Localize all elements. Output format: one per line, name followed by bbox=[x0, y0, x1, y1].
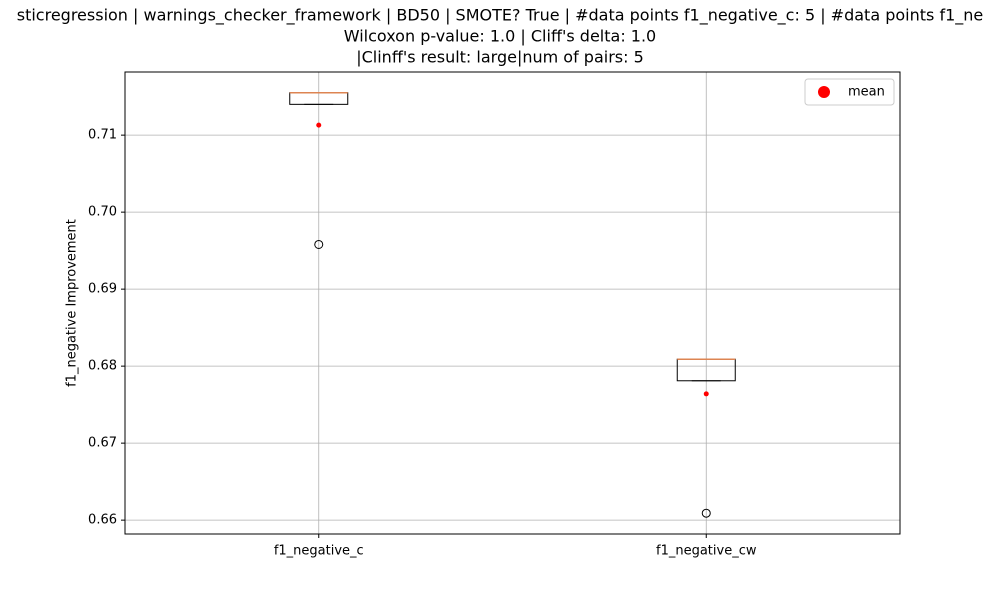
x-tick-label: f1_negative_cw bbox=[656, 544, 757, 559]
legend-marker bbox=[818, 86, 830, 98]
title-line: sticregression | warnings_checker_framew… bbox=[17, 6, 983, 26]
mean-marker bbox=[703, 391, 709, 397]
plot-frame bbox=[124, 71, 901, 535]
y-tick-label: 0.71 bbox=[88, 128, 117, 143]
outlier bbox=[701, 508, 711, 518]
y-tick-label: 0.70 bbox=[88, 205, 117, 220]
title-line: |Clinff's result: large|num of pairs: 5 bbox=[356, 48, 644, 67]
title-line: Wilcoxon p-value: 1.0 | Cliff's delta: 1… bbox=[344, 27, 656, 46]
y-tick-label: 0.66 bbox=[88, 513, 117, 528]
y-tick-label: 0.67 bbox=[88, 436, 117, 451]
y-axis-label: f1_negative Improvement bbox=[65, 219, 80, 387]
x-tick-label: f1_negative_c bbox=[274, 544, 364, 559]
y-tick-label: 0.69 bbox=[88, 282, 117, 297]
outlier bbox=[314, 239, 324, 249]
legend-label: mean bbox=[848, 85, 885, 100]
mean-marker bbox=[316, 122, 322, 128]
legend-box bbox=[804, 78, 895, 106]
y-tick-label: 0.68 bbox=[88, 359, 117, 374]
